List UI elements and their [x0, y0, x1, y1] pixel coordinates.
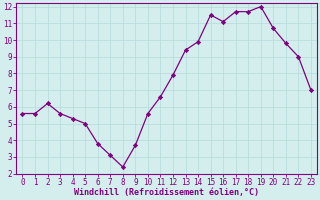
- X-axis label: Windchill (Refroidissement éolien,°C): Windchill (Refroidissement éolien,°C): [74, 188, 259, 197]
